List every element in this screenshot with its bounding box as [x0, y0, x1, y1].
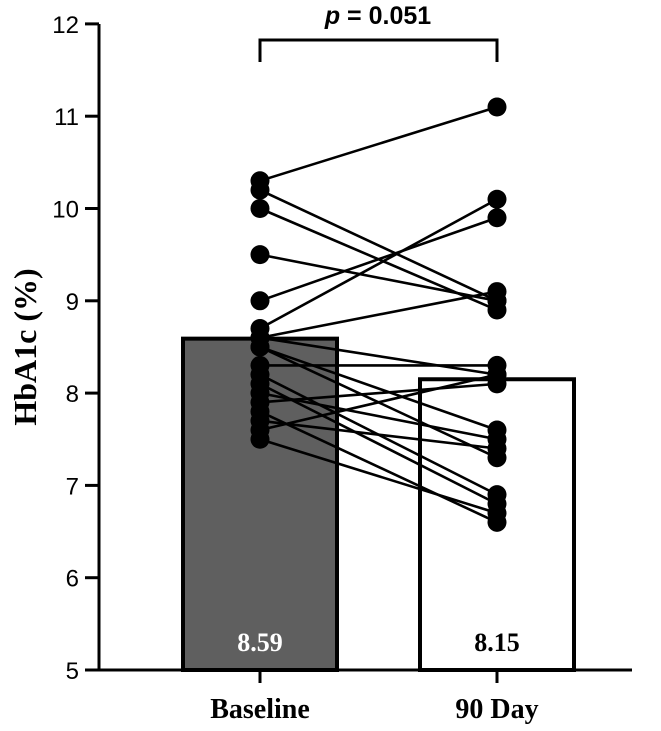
y-tick-label: 11	[54, 104, 79, 131]
y-tick-label: 8	[66, 381, 79, 408]
baseline-point	[250, 199, 270, 218]
day90-point	[487, 189, 507, 209]
x-category-label: 90 Day	[455, 694, 538, 725]
paired-line	[259, 382, 498, 404]
y-tick-label: 5	[66, 658, 79, 685]
baseline-point	[250, 245, 270, 265]
paired-line	[259, 105, 498, 183]
baseline-point	[250, 180, 270, 200]
p-value-text: = 0.051	[340, 2, 431, 30]
day90-point	[487, 438, 507, 458]
day90-point	[487, 208, 507, 228]
y-tick-label: 10	[52, 197, 79, 224]
day90-point	[487, 97, 507, 117]
y-tick-label: 9	[66, 289, 79, 316]
bar-value-label: 8.59	[237, 628, 283, 657]
paired-line	[259, 410, 498, 524]
significance-bracket	[258, 38, 499, 62]
baseline-point	[250, 429, 270, 449]
y-tick-label: 6	[66, 566, 79, 593]
paired-line	[259, 216, 498, 303]
paired-line	[259, 382, 498, 506]
paired-line	[259, 336, 498, 376]
paired-line	[259, 345, 498, 432]
paired-line	[259, 198, 498, 330]
paired-line	[259, 391, 498, 441]
y-axis-title: HbA1c (%)	[7, 268, 43, 425]
paired-line	[259, 438, 498, 515]
baseline-point	[250, 337, 270, 357]
paired-line	[259, 290, 498, 339]
paired-line	[259, 419, 498, 450]
bar-value-label: 8.15	[474, 628, 520, 657]
baseline-point	[250, 291, 270, 311]
paired-line	[259, 188, 498, 302]
day90-point	[487, 503, 507, 523]
p-symbol: p	[324, 2, 340, 30]
y-tick-label: 7	[66, 473, 79, 500]
p-value-label: p = 0.051	[324, 2, 431, 30]
x-category-label: Baseline	[210, 694, 310, 725]
day90-point	[487, 282, 507, 302]
day90-point	[487, 365, 507, 385]
paired-line	[259, 373, 498, 432]
paired-line	[259, 253, 498, 303]
y-tick-label: 12	[52, 12, 79, 39]
